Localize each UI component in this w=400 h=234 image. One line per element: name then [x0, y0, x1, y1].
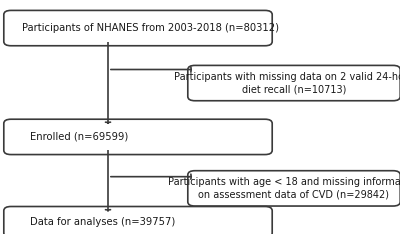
FancyBboxPatch shape — [4, 119, 272, 154]
FancyBboxPatch shape — [188, 171, 400, 206]
FancyBboxPatch shape — [188, 65, 400, 101]
Text: Participants with age < 18 and missing information
on assessment data of CVD (n=: Participants with age < 18 and missing i… — [168, 177, 400, 200]
Text: Enrolled (n=69599): Enrolled (n=69599) — [30, 132, 128, 142]
Text: Participants with missing data on 2 valid 24-hour
diet recall (n=10713): Participants with missing data on 2 vali… — [174, 72, 400, 95]
Text: Data for analyses (n=39757): Data for analyses (n=39757) — [30, 217, 175, 227]
Text: Participants of NHANES from 2003-2018 (n=80312): Participants of NHANES from 2003-2018 (n… — [22, 23, 279, 33]
FancyBboxPatch shape — [4, 206, 272, 234]
FancyBboxPatch shape — [4, 10, 272, 46]
